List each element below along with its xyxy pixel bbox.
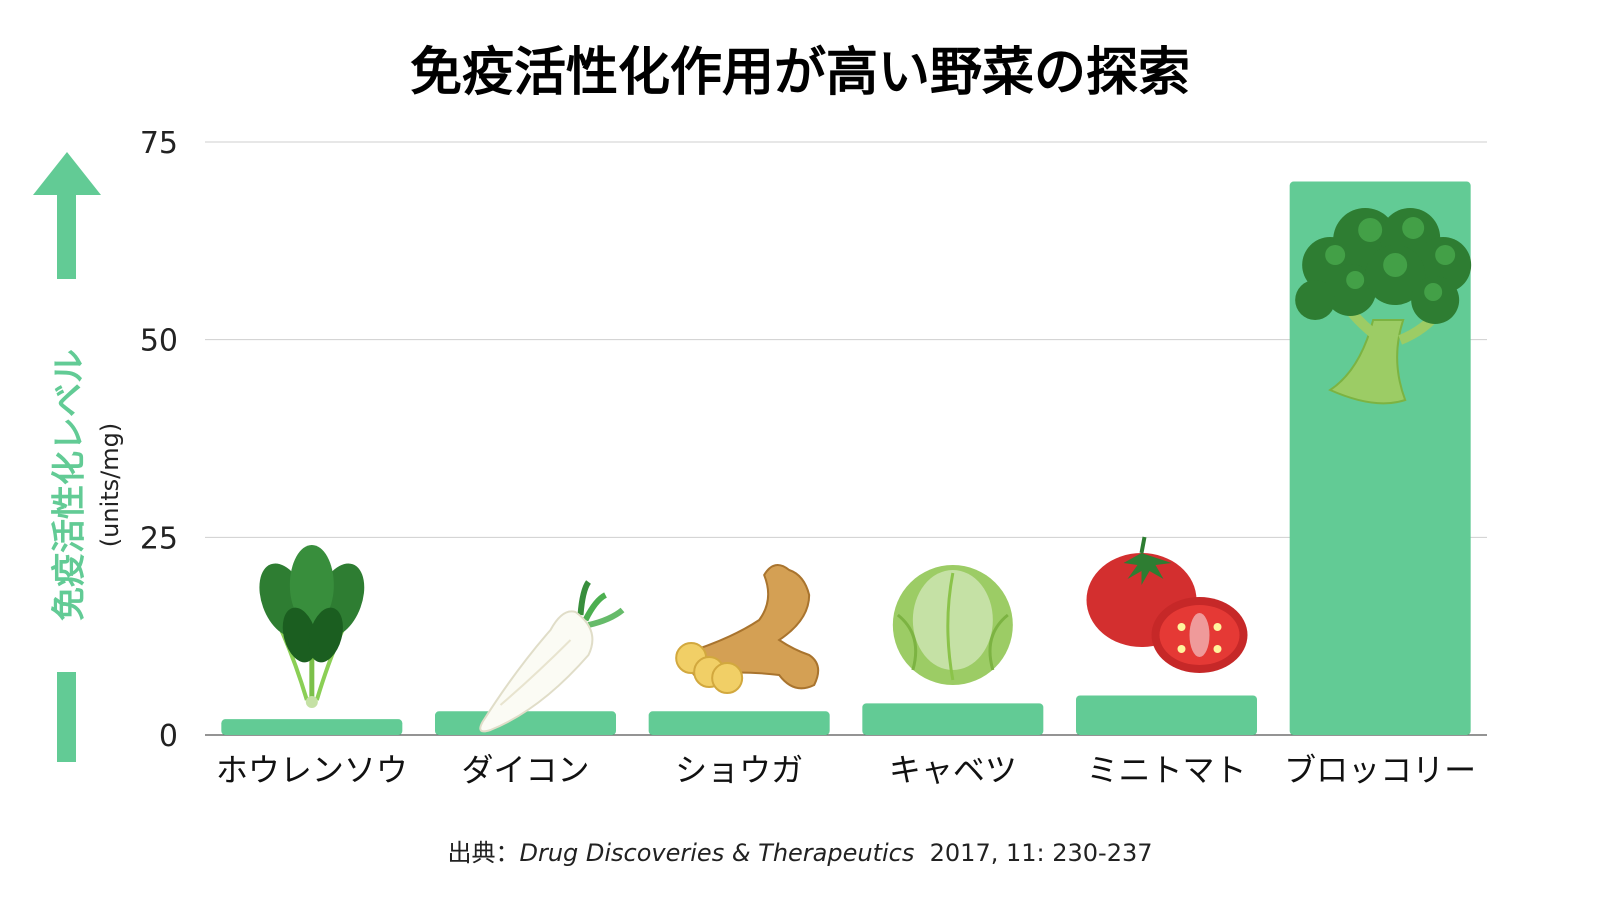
cabbage-icon	[893, 565, 1013, 685]
source-citation: 出典：Drug Discoveries & Therapeutics 2017,…	[0, 833, 1600, 868]
bar	[221, 719, 402, 735]
y-tick-label: 0	[159, 719, 178, 754]
spinach-icon	[250, 545, 373, 708]
bar	[1076, 695, 1257, 735]
x-tick-label: ミニトマト	[1086, 751, 1246, 789]
source-prefix: 出典：	[447, 839, 519, 867]
source-details: 2017, 11: 230-237	[930, 839, 1153, 867]
bar	[649, 711, 830, 735]
tomato-icon	[1087, 537, 1248, 673]
bar	[862, 703, 1043, 735]
x-tick-label: ダイコン	[461, 751, 589, 789]
y-tick-label: 50	[140, 324, 178, 359]
daikon-icon	[480, 582, 622, 731]
y-axis-arrow-icon	[33, 152, 101, 762]
x-tick-label: キャベツ	[889, 751, 1017, 789]
x-tick-label: ショウガ	[675, 751, 803, 789]
y-tick-label: 75	[140, 126, 178, 161]
source-journal: Drug Discoveries & Therapeutics	[519, 839, 914, 867]
bar	[435, 711, 616, 735]
x-tick-label: ホウレンソウ	[216, 751, 408, 789]
ginger-icon	[676, 565, 818, 693]
y-tick-label: 25	[140, 521, 178, 556]
x-tick-label: ブロッコリー	[1284, 751, 1476, 789]
